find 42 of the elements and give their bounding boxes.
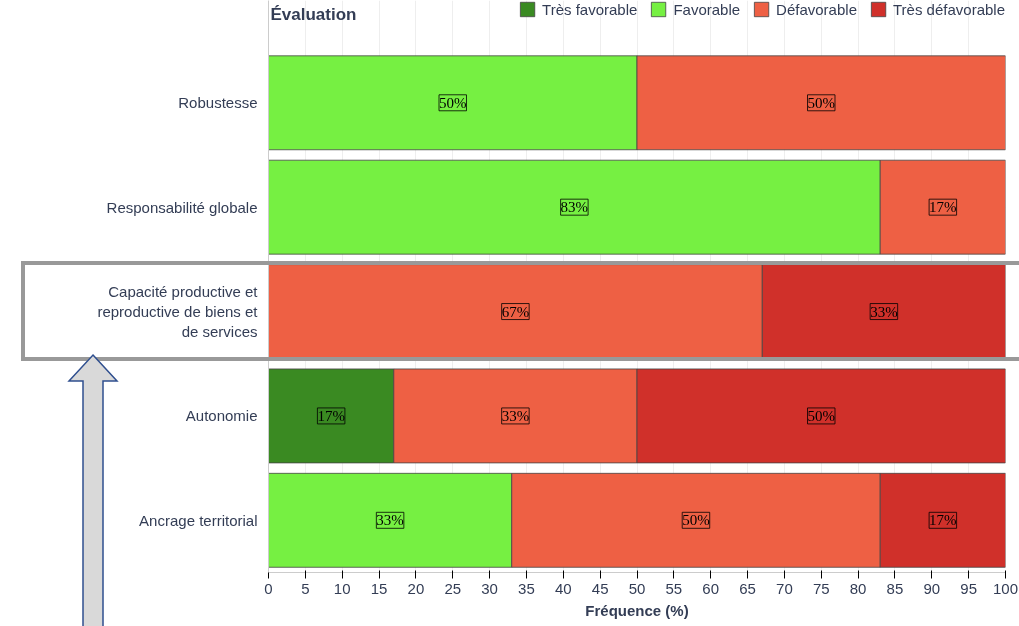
y-tick-label: Robustesse <box>178 94 258 112</box>
x-tick-label: 100 <box>992 579 1019 597</box>
x-tick-label: 30 <box>481 579 498 597</box>
x-tick-label: 90 <box>923 579 941 597</box>
y-tick-label: Responsabilité globale <box>106 198 258 216</box>
data-label: 83% <box>560 199 589 216</box>
x-axis-title: Fréquence (%) <box>585 601 689 619</box>
x-tick-label: 15 <box>370 579 388 597</box>
legend-title: Évaluation <box>270 4 357 24</box>
legend-label: Favorable <box>673 0 741 18</box>
data-label: 67% <box>501 303 530 320</box>
data-label: 17% <box>929 512 957 529</box>
x-tick-label: 5 <box>301 579 310 597</box>
x-tick-label: 45 <box>591 579 609 597</box>
x-tick-label: 75 <box>812 579 830 597</box>
data-label: 17% <box>929 199 957 216</box>
data-label: 17% <box>317 407 345 424</box>
x-tick-label: 55 <box>665 579 683 597</box>
data-label: 33% <box>376 512 404 529</box>
y-tick-label: Autonomie <box>185 407 258 425</box>
x-tick-label: 50 <box>628 579 646 597</box>
x-tick-label: 95 <box>960 579 977 597</box>
data-label: 33% <box>501 407 530 424</box>
data-label: 50% <box>439 94 467 111</box>
x-tick-label: 70 <box>776 579 793 597</box>
data-label: 50% <box>807 407 835 424</box>
data-label: 50% <box>807 94 835 111</box>
legend-label: Défavorable <box>776 0 857 18</box>
x-tick-label: 25 <box>444 579 462 597</box>
y-tick-label: Ancrage territorial <box>139 511 258 529</box>
x-tick-label: 20 <box>407 579 425 597</box>
x-tick-label: 60 <box>702 579 720 597</box>
x-tick-label: 35 <box>518 579 535 597</box>
legend-label: Très favorable <box>542 0 638 18</box>
x-tick-label: 65 <box>739 579 756 597</box>
x-tick-label: 85 <box>886 579 904 597</box>
x-tick-label: 0 <box>264 579 273 597</box>
x-tick-label: 40 <box>554 579 572 597</box>
legend-label: Très défavorable <box>892 0 1005 18</box>
x-tick-label: 80 <box>849 579 867 597</box>
x-tick-label: 10 <box>333 579 351 597</box>
y-tick-label: Capacité productive et reproductive de biens et de services <box>97 282 259 341</box>
